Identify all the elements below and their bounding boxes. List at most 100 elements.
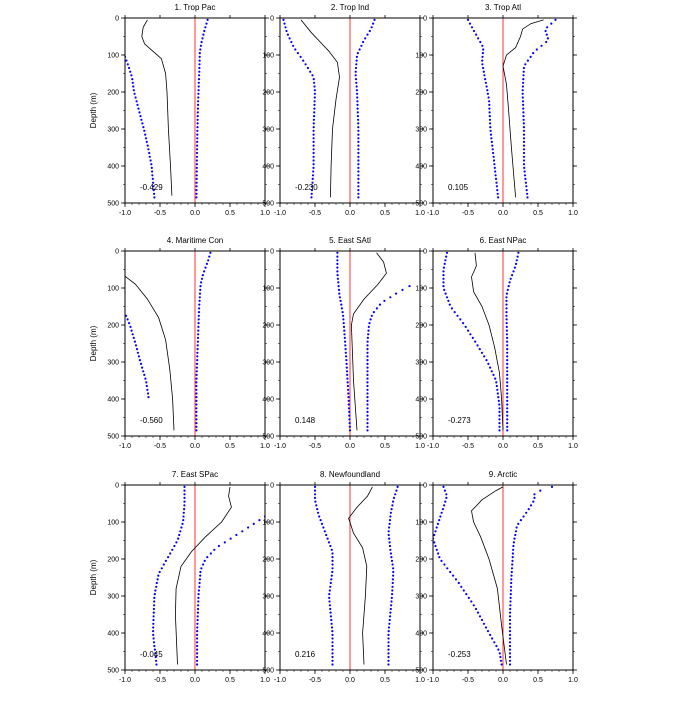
spread-point-upper (505, 329, 508, 332)
spread-point-upper (195, 388, 198, 391)
spread-point-lower (183, 496, 186, 499)
spread-point-lower (486, 89, 489, 92)
spread-point-upper (519, 519, 523, 522)
spread-point-upper (526, 192, 529, 195)
spread-point-upper (550, 22, 553, 25)
spread-point-lower (337, 281, 340, 284)
panel-7: -1.0 -0.5 0.0 0.5 1.0 0 100 200 300 400 500 7. East… (89, 470, 270, 684)
spread-point-lower (475, 33, 478, 36)
spread-point-upper (507, 285, 510, 288)
spread-point-lower (154, 589, 157, 592)
spread-point-upper (505, 325, 508, 328)
spread-point-upper (515, 259, 518, 262)
spread-point-lower (347, 388, 350, 391)
spread-point-lower (145, 140, 148, 143)
spread-point-upper (195, 163, 198, 166)
spread-point-upper (195, 429, 198, 432)
spread-point-lower (325, 533, 328, 537)
spread-point-upper (198, 292, 202, 295)
spread-point-lower (433, 541, 436, 544)
spread-point-upper (199, 574, 202, 577)
spread-point-upper (508, 626, 512, 629)
spread-point-lower (312, 155, 315, 158)
spread-point-upper (510, 570, 513, 574)
spread-point-upper (206, 556, 209, 559)
spread-point-upper (546, 37, 550, 40)
correlation-value: 0.216 (295, 650, 316, 659)
spread-point-upper (521, 92, 524, 95)
spread-point-upper (195, 384, 198, 388)
spread-point-lower (152, 633, 155, 637)
spread-point-lower (152, 630, 155, 633)
spread-point-upper (195, 399, 198, 402)
x-tick-label: 0.5 (533, 210, 543, 217)
spread-point-upper (506, 403, 509, 406)
spread-point-upper (388, 522, 391, 526)
spread-point-upper (195, 418, 198, 421)
spread-point-upper (387, 641, 390, 644)
panel-title: 7. East SPac (172, 470, 218, 479)
spread-point-upper (357, 181, 360, 184)
spread-point-lower (495, 185, 498, 188)
spread-point-upper (366, 366, 369, 369)
spread-point-upper (196, 652, 199, 655)
spread-point-upper (513, 537, 516, 540)
spread-point-upper (366, 422, 369, 425)
spread-point-lower (446, 567, 449, 570)
spread-point-lower (466, 18, 470, 21)
spread-point-upper (505, 333, 508, 336)
spread-point-lower (312, 144, 315, 147)
spread-point-upper (360, 44, 363, 47)
spread-point-upper (506, 344, 509, 347)
spread-point-upper (505, 307, 508, 310)
spread-point-upper (391, 504, 394, 507)
spread-point-lower (456, 314, 459, 317)
spread-point-lower (152, 607, 155, 611)
spread-point-lower (439, 515, 442, 518)
spread-point-upper (196, 340, 199, 343)
spread-point-upper (196, 355, 199, 358)
spread-point-lower (487, 96, 490, 99)
spread-point-upper (195, 151, 199, 155)
spread-point-lower (492, 151, 495, 155)
spread-point-upper (522, 155, 526, 158)
spread-point-lower (282, 18, 285, 21)
spread-point-lower (497, 399, 500, 402)
spread-point-lower (311, 177, 314, 180)
spread-point-lower (144, 133, 147, 136)
y-tick-label: 200 (415, 90, 427, 97)
spread-point-lower (306, 66, 309, 70)
spread-point-lower (143, 129, 146, 132)
spread-point-lower (445, 496, 448, 499)
spread-point-upper (522, 126, 526, 129)
spread-point-lower (331, 648, 334, 651)
spread-point-upper (357, 155, 360, 158)
spread-point-upper (198, 55, 201, 59)
spread-point-lower (328, 600, 331, 603)
y-tick-label: 500 (262, 668, 274, 675)
correlation-value: -0.230 (295, 183, 318, 192)
spread-point-upper (356, 52, 359, 55)
spread-point-upper (198, 296, 201, 299)
spread-point-upper (388, 526, 391, 529)
spread-point-upper (392, 567, 395, 570)
spread-point-upper (390, 600, 393, 603)
spread-point-lower (313, 92, 316, 95)
spread-point-upper (195, 185, 198, 188)
spread-point-lower (283, 22, 286, 25)
spread-point-upper (372, 22, 375, 25)
x-tick-label: -1.0 (119, 677, 131, 684)
spread-point-lower (491, 144, 494, 147)
spread-point-upper (387, 655, 390, 659)
spread-point-lower (313, 489, 317, 492)
spread-point-upper (392, 500, 395, 503)
spread-point-upper (366, 403, 369, 406)
spread-point-upper (506, 388, 509, 391)
spread-point-lower (144, 137, 148, 140)
spread-point-lower (498, 418, 501, 421)
spread-point-upper (396, 485, 399, 488)
spread-point-upper (196, 351, 199, 354)
spread-point-lower (497, 196, 500, 199)
spread-point-lower (343, 336, 346, 339)
x-tick-label: -0.5 (154, 677, 166, 684)
